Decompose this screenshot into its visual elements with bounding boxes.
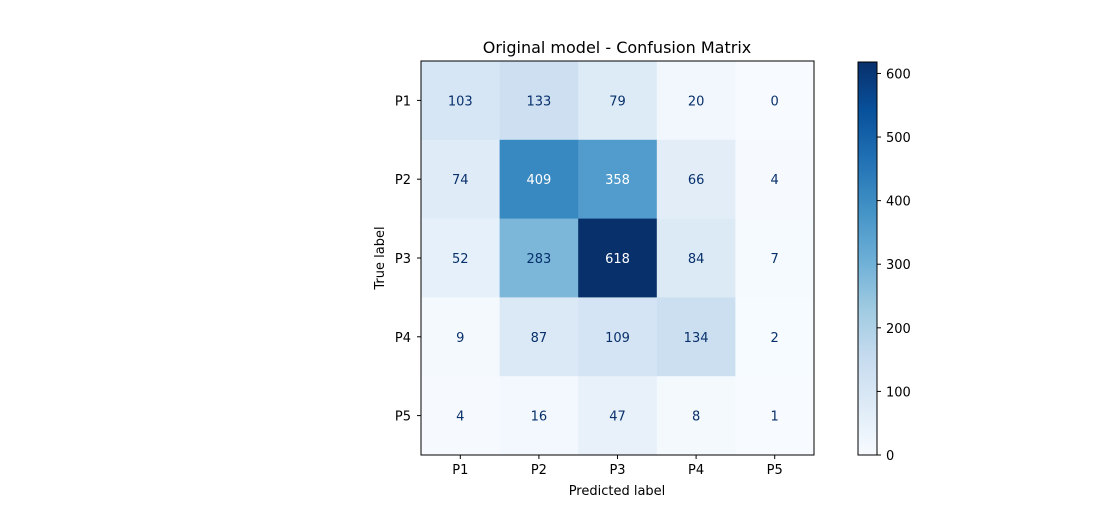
heatmap-cell [578,218,658,298]
y-tick-label: P1 [395,94,411,109]
y-tick-label: P4 [395,331,411,346]
colorbar-tick-label: 600 [886,67,911,82]
heatmap-cell [735,218,815,298]
cell-value-label: 20 [688,94,705,109]
heatmap-cell [578,61,658,141]
heatmap-cell [735,297,815,377]
cell-value-label: 103 [448,94,473,109]
colorbar-tick-label: 100 [886,385,911,400]
heatmap-cell [735,376,815,456]
cell-value-label: 4 [771,173,779,188]
heatmap-cell [578,297,658,377]
heatmap-cell [656,376,736,456]
cell-value-label: 133 [526,94,551,109]
heatmap-cell [499,61,579,141]
x-tick-label: P5 [767,463,783,478]
cell-value-label: 0 [771,94,779,109]
heatmap-cells [421,61,815,456]
heatmap-cell [735,61,815,141]
heatmap-cell [499,139,579,220]
heatmap-cell [578,376,658,456]
cell-value-label: 2 [771,331,779,346]
colorbar-tick-label: 0 [886,449,894,464]
y-tick-label: P5 [395,410,411,425]
x-tick-label: P4 [688,463,704,478]
cell-value-label: 16 [531,410,548,425]
cell-value-label: 134 [684,331,709,346]
heatmap-cell [421,376,501,456]
heatmap-cell [656,218,736,298]
heatmap-cell [656,61,736,141]
y-tick-label: P3 [395,252,411,267]
x-tick-label: P1 [452,463,468,478]
cell-value-label: 618 [605,252,630,267]
heatmap-cell [421,61,501,141]
heatmap-cell [656,139,736,220]
y-axis-ticks: P1 P2 P3 P4 P5 [395,94,421,425]
heatmap-cell-labels: 103 133 79 20 074 409 358 66 452 283 618 84 79 87 109 1… [448,94,779,424]
colorbar-tick-label: 500 [886,131,911,146]
cell-value-label: 52 [452,252,469,267]
colorbar [857,61,878,456]
cell-value-label: 87 [531,331,548,346]
cell-value-label: 358 [605,173,630,188]
cell-value-label: 47 [609,410,626,425]
heatmap-cell [656,297,736,377]
heatmap-cell [735,139,815,220]
cell-value-label: 1 [771,410,779,425]
colorbar-ticks: 0 100 200 300 400 500 600 [877,67,911,464]
heatmap-cell [421,139,501,220]
cell-value-label: 74 [452,173,469,188]
cell-value-label: 8 [692,410,700,425]
x-tick-label: P2 [531,463,547,478]
heatmap-cell [499,218,579,298]
cell-value-label: 409 [526,173,551,188]
cell-value-label: 9 [456,331,464,346]
x-tick-label: P3 [609,463,625,478]
cell-value-label: 109 [605,331,630,346]
colorbar-tick-label: 200 [886,322,911,337]
x-axis-ticks: P1 P2 P3 P4 P5 [452,455,783,478]
heatmap-cell [499,297,579,377]
x-axis-label: Predicted label [569,484,666,499]
cell-value-label: 7 [771,252,779,267]
y-axis-label: True label [373,226,388,290]
y-tick-label: P2 [395,173,411,188]
heatmap-cell [578,139,658,220]
heatmap-cell [421,218,501,298]
cell-value-label: 66 [688,173,705,188]
cell-value-label: 79 [609,94,626,109]
heatmap-cell [421,297,501,377]
cell-value-label: 283 [526,252,551,267]
cell-value-label: 84 [688,252,705,267]
colorbar-tick-label: 300 [886,258,911,273]
heatmap-cell [499,376,579,456]
chart-title: Original model - Confusion Matrix [483,38,752,57]
cell-value-label: 4 [456,410,464,425]
colorbar-tick-label: 400 [886,195,911,210]
